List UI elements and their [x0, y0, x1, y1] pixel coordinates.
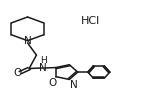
Text: N: N	[70, 80, 78, 90]
Text: N: N	[24, 36, 31, 46]
Text: N: N	[39, 63, 47, 73]
Text: H: H	[40, 56, 47, 65]
Text: O: O	[49, 78, 57, 88]
Text: HCl: HCl	[81, 16, 100, 26]
Text: O: O	[13, 68, 21, 78]
